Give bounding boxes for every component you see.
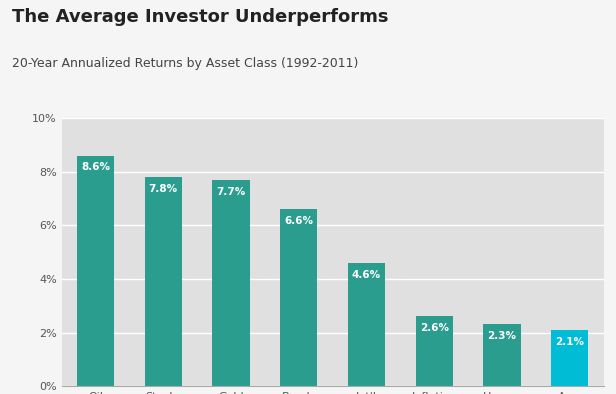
- Text: 20-Year Annualized Returns by Asset Class (1992-2011): 20-Year Annualized Returns by Asset Clas…: [12, 57, 359, 70]
- Bar: [348, 263, 385, 386]
- Bar: [77, 156, 114, 386]
- Bar: [484, 325, 521, 386]
- Text: 6.6%: 6.6%: [284, 216, 314, 226]
- Bar: [280, 209, 317, 386]
- Text: 2.1%: 2.1%: [555, 336, 585, 347]
- Text: 2.3%: 2.3%: [487, 331, 517, 341]
- Bar: [551, 330, 588, 386]
- Text: 7.8%: 7.8%: [148, 184, 178, 194]
- Text: 4.6%: 4.6%: [352, 269, 381, 280]
- Text: 7.7%: 7.7%: [216, 186, 246, 197]
- Text: 8.6%: 8.6%: [81, 162, 110, 173]
- Bar: [213, 180, 249, 386]
- Bar: [416, 316, 453, 386]
- Text: 2.6%: 2.6%: [419, 323, 449, 333]
- Bar: [145, 177, 182, 386]
- Text: The Average Investor Underperforms: The Average Investor Underperforms: [12, 8, 389, 26]
